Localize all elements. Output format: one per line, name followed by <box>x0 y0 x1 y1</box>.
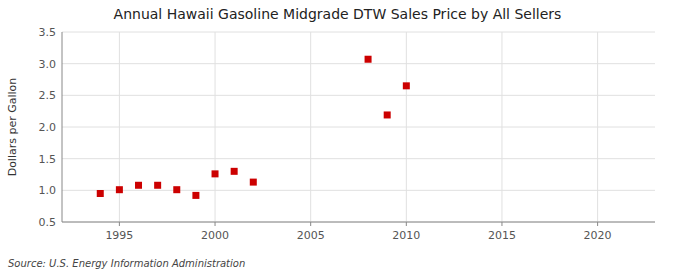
grid-line-y <box>62 190 655 191</box>
point <box>173 186 180 193</box>
x-tick <box>406 222 407 226</box>
point <box>231 168 238 175</box>
grid-line-x <box>501 32 502 222</box>
y-tick-label: 0.5 <box>39 216 57 229</box>
y-tick-label: 2.0 <box>39 121 57 134</box>
y-tick-label: 2.5 <box>39 89 57 102</box>
x-tick <box>119 222 120 226</box>
x-tick-label: 2015 <box>488 229 516 242</box>
y-tick-label: 3.0 <box>39 58 57 71</box>
point <box>212 170 219 177</box>
y-tick-label: 1.0 <box>39 184 57 197</box>
grid-line-x <box>597 32 598 222</box>
point <box>192 192 199 199</box>
points <box>97 56 410 199</box>
grid-line-x <box>215 32 216 222</box>
grid-line-x <box>310 32 311 222</box>
point <box>135 182 142 189</box>
grid-line-x <box>119 32 120 222</box>
axes: 0.5 1.0 1.5 2.0 2.5 3.0 3.5 1995 2000 2005 2010 201… <box>39 26 656 242</box>
point <box>403 82 410 89</box>
x-tick <box>501 222 502 226</box>
grid-line-y <box>62 127 655 128</box>
background <box>0 0 675 275</box>
source: Source: U.S. Energy Information Administ… <box>8 258 245 269</box>
grid <box>62 32 655 222</box>
point <box>154 182 161 189</box>
grid-line-y <box>62 222 655 223</box>
x-tick-label: 2010 <box>392 229 420 242</box>
point <box>97 190 104 197</box>
point <box>365 56 372 63</box>
x-tick <box>310 222 311 226</box>
grid-line-y <box>62 95 655 96</box>
y-tick-label: 1.5 <box>39 153 57 166</box>
grid-line-y <box>62 158 655 159</box>
point <box>384 111 391 118</box>
x-tick-label: 2005 <box>297 229 325 242</box>
point <box>116 186 123 193</box>
y-tick-label: 3.5 <box>39 26 57 39</box>
x-tick <box>215 222 216 226</box>
grid-line-y <box>62 32 655 33</box>
x-tick <box>597 222 598 226</box>
x-tick-label: 2020 <box>584 229 612 242</box>
x-tick-label: 1995 <box>105 229 133 242</box>
grid-line-x <box>406 32 407 222</box>
chart: Annual Hawaii Gasoline Midgrade DTW Sale… <box>0 0 675 275</box>
y-axis-line <box>62 32 63 222</box>
point <box>250 179 257 186</box>
x-tick-label: 2000 <box>201 229 229 242</box>
x-axis-line <box>62 222 655 223</box>
grid-line-y <box>62 63 655 64</box>
y-axis-label: Dollars per Gallon <box>6 78 19 177</box>
title: Annual Hawaii Gasoline Midgrade DTW Sale… <box>114 6 562 22</box>
